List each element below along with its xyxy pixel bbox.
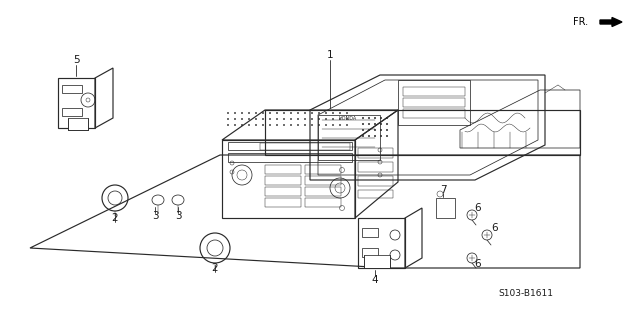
Circle shape — [380, 123, 382, 125]
Circle shape — [339, 124, 340, 126]
Circle shape — [374, 129, 376, 131]
Circle shape — [304, 112, 306, 114]
Text: 2: 2 — [112, 213, 118, 223]
Circle shape — [284, 118, 285, 120]
Text: FR.: FR. — [573, 17, 588, 27]
Circle shape — [368, 123, 370, 125]
Text: 2: 2 — [212, 263, 218, 273]
Circle shape — [332, 118, 333, 120]
Circle shape — [346, 124, 348, 126]
Circle shape — [227, 124, 228, 126]
Circle shape — [234, 124, 236, 126]
Circle shape — [368, 129, 370, 131]
Circle shape — [241, 118, 243, 120]
Text: S103-B1611: S103-B1611 — [498, 288, 553, 298]
Circle shape — [325, 118, 326, 120]
Circle shape — [248, 112, 250, 114]
Circle shape — [291, 118, 292, 120]
Circle shape — [276, 118, 278, 120]
Circle shape — [374, 135, 376, 137]
Circle shape — [262, 112, 264, 114]
Circle shape — [284, 112, 285, 114]
Circle shape — [298, 124, 299, 126]
Circle shape — [339, 118, 340, 120]
Circle shape — [291, 112, 292, 114]
Text: 4: 4 — [372, 275, 378, 285]
Circle shape — [332, 124, 333, 126]
Circle shape — [386, 123, 388, 125]
Text: 1: 1 — [326, 50, 333, 60]
Text: 6: 6 — [475, 203, 481, 213]
Circle shape — [234, 112, 236, 114]
Polygon shape — [364, 255, 390, 268]
Circle shape — [362, 135, 364, 137]
Circle shape — [386, 135, 388, 137]
Text: 6: 6 — [492, 223, 499, 233]
Circle shape — [380, 135, 382, 137]
Circle shape — [276, 112, 278, 114]
Circle shape — [318, 118, 320, 120]
Circle shape — [374, 123, 376, 125]
Circle shape — [380, 117, 382, 119]
Circle shape — [255, 124, 257, 126]
Circle shape — [255, 118, 257, 120]
Circle shape — [386, 129, 388, 131]
Text: 6: 6 — [475, 259, 481, 269]
Circle shape — [339, 112, 340, 114]
FancyArrow shape — [600, 18, 622, 26]
Circle shape — [291, 124, 292, 126]
Circle shape — [248, 118, 250, 120]
Text: HONDA: HONDA — [339, 115, 357, 121]
Circle shape — [304, 118, 306, 120]
Circle shape — [311, 112, 313, 114]
Circle shape — [227, 112, 228, 114]
Text: 3: 3 — [175, 211, 181, 221]
Circle shape — [346, 118, 348, 120]
Text: 3: 3 — [152, 211, 158, 221]
Circle shape — [269, 118, 271, 120]
Circle shape — [262, 124, 264, 126]
Text: 5: 5 — [73, 55, 79, 65]
Circle shape — [262, 118, 264, 120]
Circle shape — [325, 124, 326, 126]
Circle shape — [325, 112, 326, 114]
Circle shape — [362, 123, 364, 125]
Circle shape — [227, 118, 228, 120]
Circle shape — [311, 118, 313, 120]
Circle shape — [318, 112, 320, 114]
Circle shape — [284, 124, 285, 126]
Circle shape — [298, 112, 299, 114]
Polygon shape — [68, 118, 88, 130]
Circle shape — [269, 124, 271, 126]
Text: 7: 7 — [440, 185, 446, 195]
Circle shape — [332, 112, 333, 114]
Circle shape — [368, 117, 370, 119]
Circle shape — [241, 112, 243, 114]
Circle shape — [318, 124, 320, 126]
Circle shape — [380, 129, 382, 131]
Circle shape — [386, 117, 388, 119]
Circle shape — [346, 112, 348, 114]
Circle shape — [311, 124, 313, 126]
Circle shape — [368, 135, 370, 137]
Circle shape — [362, 129, 364, 131]
Circle shape — [374, 117, 376, 119]
Circle shape — [362, 117, 364, 119]
Circle shape — [304, 124, 306, 126]
Circle shape — [248, 124, 250, 126]
Circle shape — [298, 118, 299, 120]
Circle shape — [234, 118, 236, 120]
Circle shape — [269, 112, 271, 114]
Circle shape — [276, 124, 278, 126]
Circle shape — [255, 112, 257, 114]
Circle shape — [241, 124, 243, 126]
